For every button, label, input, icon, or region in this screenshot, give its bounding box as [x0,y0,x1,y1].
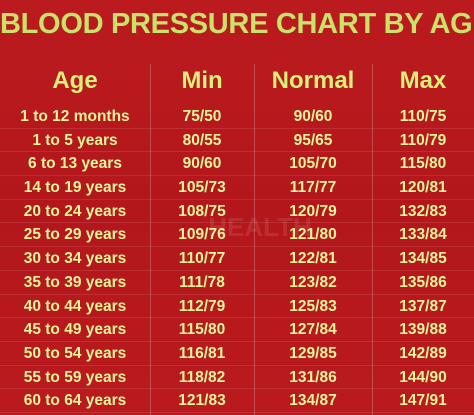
max-cell: 132/83 [399,202,447,220]
normal-cell: 95/65 [293,131,333,149]
max-cell: 139/88 [399,321,447,339]
age-cell: 60 to 64 years [23,392,127,410]
min-cell: 108/75 [178,202,226,220]
normal-cell: 117/77 [289,179,337,197]
table-row: 25 to 29 years 109/76 121/80 133/84 [0,223,474,247]
min-cell: 110/77 [178,250,226,268]
max-cell: 133/84 [399,226,447,244]
age-cell: 1 to 12 months [20,108,130,125]
age-cell: 45 to 49 years [23,321,127,339]
age-cell: 1 to 5 years [32,131,118,149]
max-cell: 135/86 [399,273,447,291]
table-header: Age Min Normal Max [0,64,474,98]
table-body: 1 to 12 months 75/50 90/60 110/75 1 to 5 yea… [0,105,474,413]
max-cell: 115/80 [399,155,447,173]
table-row: 60 to 64 years 121/83 134/87 147/91 [0,389,474,413]
max-cell: 120/81 [399,179,447,197]
table-row: 30 to 34 years 110/77 122/81 134/85 [0,247,474,271]
table-row: 20 to 24 years 108/75 120/79 132/83 [0,200,474,224]
table-row: 45 to 49 years 115/80 127/84 139/88 [0,318,474,342]
age-cell: 6 to 13 years [28,155,122,173]
max-cell: 147/91 [399,392,447,410]
max-cell: 110/75 [399,108,447,125]
min-cell: 80/55 [182,131,222,149]
column-divider [372,64,373,415]
chart-title: BLOOD PRESSURE CHART BY AGE [0,8,474,40]
age-cell: 35 to 39 years [23,273,127,291]
table-row: 1 to 12 months 75/50 90/60 110/75 [0,105,474,129]
min-cell: 118/82 [178,368,226,386]
normal-cell: 90/60 [293,108,333,125]
table-row: 14 to 19 years 105/73 117/77 120/81 [0,176,474,200]
normal-cell: 131/86 [289,368,337,386]
header-normal: Normal [271,67,355,94]
min-cell: 121/83 [178,392,226,410]
min-cell: 115/80 [178,321,226,339]
table-row: 40 to 44 years 112/79 125/83 137/87 [0,295,474,319]
header-min: Min [181,67,223,94]
normal-cell: 121/80 [289,226,337,244]
table-row: 55 to 59 years 118/82 131/86 144/90 [0,366,474,390]
min-cell: 105/73 [178,179,226,197]
max-cell: 142/89 [399,344,447,362]
normal-cell: 120/79 [289,202,337,220]
normal-cell: 123/82 [289,273,337,291]
column-divider [254,64,255,415]
table-row: 50 to 54 years 116/81 129/85 142/89 [0,342,474,366]
age-cell: 14 to 19 years [23,179,127,197]
normal-cell: 122/81 [289,250,337,268]
normal-cell: 127/84 [289,321,337,339]
min-cell: 75/50 [182,108,222,125]
normal-cell: 125/83 [289,297,337,315]
age-cell: 25 to 29 years [23,226,127,244]
normal-cell: 105/70 [289,155,337,173]
min-cell: 112/79 [178,297,226,315]
column-divider [150,64,151,415]
max-cell: 134/85 [399,250,447,268]
min-cell: 90/60 [182,155,222,173]
max-cell: 137/87 [399,297,447,315]
table-row: 35 to 39 years 111/78 123/82 135/86 [0,271,474,295]
min-cell: 116/81 [178,344,226,362]
table-row: 1 to 5 years 80/55 95/65 110/79 [0,129,474,153]
min-cell: 109/76 [178,226,226,244]
age-cell: 55 to 59 years [23,368,127,386]
age-cell: 50 to 54 years [23,344,127,362]
header-age: Age [52,67,98,94]
normal-cell: 129/85 [289,344,337,362]
age-cell: 40 to 44 years [23,297,127,315]
age-cell: 30 to 34 years [23,250,127,268]
max-cell: 144/90 [399,368,447,386]
table-row: 6 to 13 years 90/60 105/70 115/80 [0,152,474,176]
min-cell: 111/78 [179,273,225,291]
normal-cell: 134/87 [289,392,337,410]
age-cell: 20 to 24 years [23,202,127,220]
max-cell: 110/79 [399,131,447,149]
header-max: Max [399,67,447,94]
